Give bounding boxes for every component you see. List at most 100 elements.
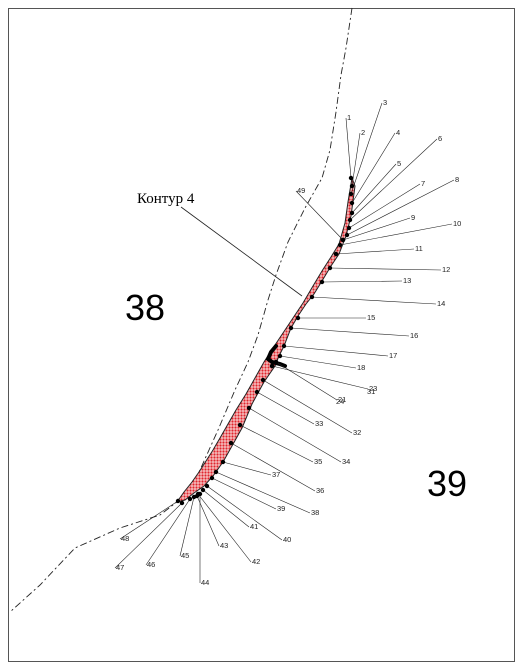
point-label-45: 45 [181, 551, 189, 560]
leader-line-8 [346, 179, 455, 236]
point-label-39: 39 [277, 504, 285, 513]
leader-line-37 [222, 461, 272, 476]
point-label-10: 10 [453, 219, 461, 228]
leader-line-40 [206, 485, 283, 541]
point-label-49: 49 [297, 186, 305, 195]
point-label-6: 6 [438, 134, 442, 143]
contour-4-polygon [175, 176, 356, 503]
point-label-1: 1 [347, 113, 351, 122]
boundary-point-44 [197, 491, 203, 497]
boundary-point-33 [254, 389, 260, 395]
point-label-15: 15 [367, 313, 375, 322]
boundary-point-8 [344, 232, 350, 238]
boundary-point-12 [327, 265, 333, 271]
leader-line-12 [329, 267, 442, 271]
point-label-5: 5 [397, 159, 401, 168]
leader-line-35 [239, 424, 314, 463]
leader-line-5 [351, 163, 397, 214]
leader-line-42 [197, 493, 252, 563]
point-label-43: 43 [220, 541, 228, 550]
leader-line-6 [349, 138, 438, 221]
leader-line-48 [119, 500, 179, 540]
point-label-42: 42 [252, 557, 260, 566]
point-label-48: 48 [121, 534, 129, 543]
point-label-24: 24 [336, 397, 344, 406]
point-label-3: 3 [383, 98, 387, 107]
point-label-11: 11 [415, 244, 423, 253]
point-label-31: 31 [367, 387, 375, 396]
boundary-point-47 [179, 500, 185, 506]
leader-line-41 [202, 489, 250, 528]
boundary-point-37 [220, 459, 226, 465]
boundary-points [175, 175, 355, 506]
boundary-point-46 [187, 496, 193, 502]
point-label-4: 4 [396, 128, 400, 137]
leader-line-10 [339, 223, 453, 246]
leader-line-16 [290, 327, 410, 337]
boundary-point-13 [319, 279, 325, 285]
map-frame [8, 8, 515, 662]
region-label-38: 38 [125, 287, 165, 328]
point-label-37: 37 [272, 470, 280, 479]
contour-callout-label: Контур 4 [137, 191, 195, 207]
boundary-point-3 [348, 191, 354, 197]
point-label-36: 36 [316, 486, 324, 495]
point-label-35: 35 [314, 457, 322, 466]
boundary-point-4 [349, 200, 355, 206]
point-label-41: 41 [250, 522, 258, 531]
point-label-14: 14 [437, 299, 445, 308]
thick-boundary-segment [265, 344, 287, 368]
leader-line-36 [230, 442, 316, 492]
point-label-7: 7 [421, 179, 425, 188]
point-label-47: 47 [116, 563, 124, 572]
boundary-point-48 [175, 498, 181, 504]
leader-line-1 [345, 117, 352, 179]
boundary-point-38 [213, 469, 219, 475]
point-label-44: 44 [201, 578, 209, 587]
leader-line-18 [279, 355, 357, 369]
boundary-point-5 [349, 210, 355, 216]
leader-line-38 [215, 471, 311, 514]
callout-leader-line [180, 206, 303, 297]
boundary-point-36 [228, 440, 234, 446]
boundary-point-14 [309, 294, 315, 300]
boundary-point-45 [191, 494, 197, 500]
leader-lines [114, 102, 455, 583]
boundary-point-17 [281, 343, 287, 349]
boundary-point-6 [347, 217, 353, 223]
leader-line-23 [271, 365, 369, 390]
leader-line-34 [248, 407, 342, 463]
point-label-12: 12 [442, 265, 450, 274]
point-label-23: 23 [369, 384, 377, 393]
leader-line-49 [295, 190, 344, 241]
leader-line-21 [275, 361, 338, 401]
leader-line-32 [262, 379, 353, 434]
boundary-point-18 [277, 353, 283, 359]
point-label-9: 9 [411, 213, 415, 222]
point-label-38: 38 [311, 508, 319, 517]
point-label-13: 13 [403, 276, 411, 285]
boundary-point-34 [246, 405, 252, 411]
point-label-16: 16 [410, 331, 418, 340]
region-label-39: 39 [427, 463, 467, 504]
boundary-point-1 [348, 175, 354, 181]
boundary-point-32 [260, 377, 266, 383]
leader-line-13 [321, 280, 403, 283]
leader-line-2 [351, 132, 361, 187]
point-label-32: 32 [353, 428, 361, 437]
boundary-point-16 [288, 325, 294, 331]
boundary-point-10 [337, 242, 343, 248]
boundary-point-11 [333, 251, 339, 257]
boundary-point-40 [204, 483, 210, 489]
point-label-18: 18 [357, 363, 365, 372]
leader-line-43 [196, 495, 220, 547]
leader-line-39 [211, 477, 277, 510]
boundary-point-24 [273, 359, 279, 365]
boundary-point-7 [346, 225, 352, 231]
leader-line-46 [145, 498, 191, 566]
point-label-46: 46 [147, 560, 155, 569]
point-label-2: 2 [361, 128, 365, 137]
